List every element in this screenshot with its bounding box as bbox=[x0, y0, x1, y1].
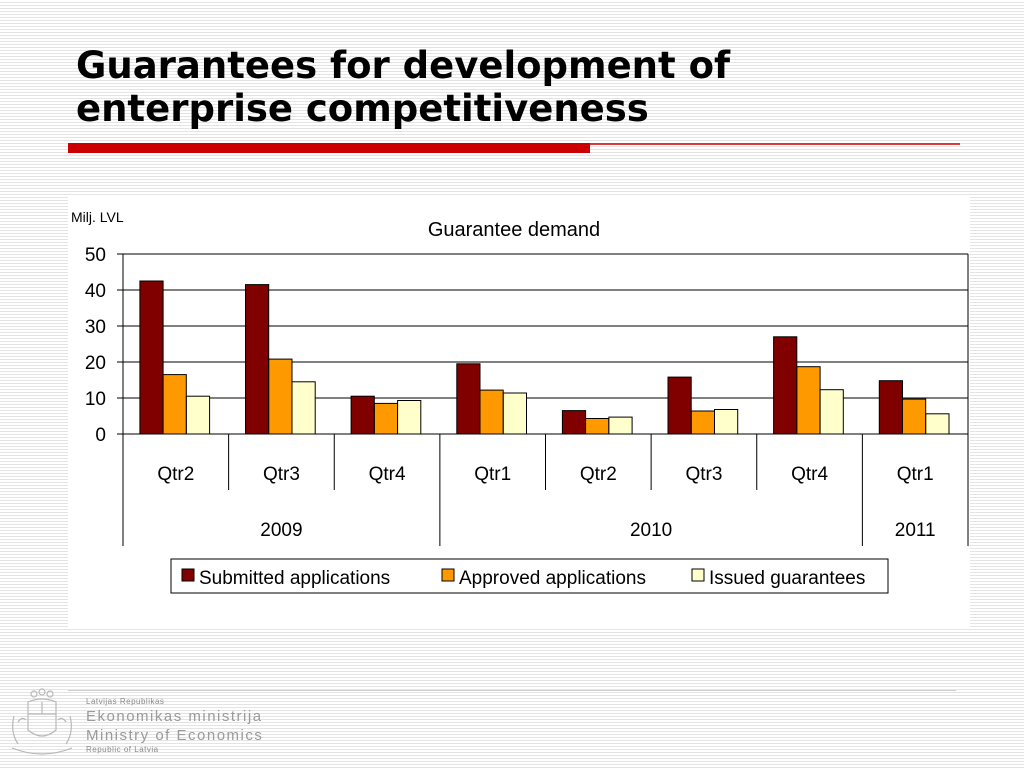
bar-submitted-applications bbox=[245, 284, 270, 435]
guarantee-demand-chart: Milj. LVL Guarantee demand 0 10 20 30 40 50 Qtr2… bbox=[71, 209, 969, 594]
bar-approved-applications bbox=[162, 374, 187, 435]
bar-issued-guarantees bbox=[819, 389, 844, 435]
legend-swatch bbox=[691, 568, 705, 582]
y-tick-label: 40 bbox=[85, 281, 106, 302]
bar-approved-applications bbox=[585, 418, 610, 435]
title-accent-bar bbox=[68, 143, 590, 153]
bar-submitted-applications bbox=[139, 280, 164, 435]
bar-approved-applications bbox=[373, 402, 399, 435]
bar-issued-guarantees bbox=[925, 413, 950, 435]
slide-title-line-1: Guarantees for development of bbox=[76, 44, 731, 87]
bar-issued-guarantees bbox=[714, 409, 739, 435]
bar-submitted-applications bbox=[561, 410, 587, 435]
bar-submitted-applications bbox=[350, 395, 375, 435]
slide-title: Guarantees for development of enterprise… bbox=[76, 44, 976, 130]
x-tick-label: Qtr3 bbox=[263, 464, 300, 485]
bar-approved-applications bbox=[268, 358, 293, 435]
title-underline bbox=[590, 143, 960, 145]
legend-swatch bbox=[181, 568, 195, 582]
footer-small-top: Latvijas Republikas bbox=[86, 697, 165, 706]
bar-issued-guarantees bbox=[502, 392, 527, 435]
y-tick-label: 20 bbox=[85, 353, 106, 374]
slide-title-line-2: enterprise competitiveness bbox=[76, 87, 649, 130]
x-tick-label: Qtr4 bbox=[369, 464, 406, 485]
bar-submitted-applications bbox=[773, 336, 798, 435]
bar-approved-applications bbox=[796, 366, 821, 435]
y-tick-label: 0 bbox=[95, 425, 106, 446]
footer-divider bbox=[68, 690, 956, 691]
bar-approved-applications bbox=[479, 389, 504, 435]
bar-issued-guarantees bbox=[608, 416, 633, 435]
bar-approved-applications bbox=[902, 398, 927, 435]
bar-approved-applications bbox=[690, 410, 715, 435]
legend-swatch bbox=[441, 568, 455, 582]
x-tick-label: Qtr2 bbox=[157, 464, 194, 485]
chart-legend bbox=[170, 558, 889, 594]
y-unit-label: Milj. LVL bbox=[71, 209, 124, 225]
x-tick-label: Qtr1 bbox=[474, 464, 511, 485]
y-tick-label: 30 bbox=[85, 317, 106, 338]
bar-submitted-applications bbox=[456, 363, 481, 435]
chart-panel: Milj. LVL Guarantee demand 0 10 20 30 40 50 Qtr2… bbox=[68, 196, 970, 628]
legend-label: Approved applications bbox=[459, 568, 646, 589]
footer-small-bottom: Republic of Latvia bbox=[86, 745, 159, 754]
legend-label: Submitted applications bbox=[199, 568, 390, 589]
footer-ministry-en: Ministry of Economics bbox=[86, 727, 264, 744]
x-tick-label: Qtr2 bbox=[580, 464, 617, 485]
footer-ministry-lv: Ekonomikas ministrija bbox=[86, 708, 263, 725]
year-group-label: 2010 bbox=[630, 520, 672, 541]
x-tick-label: Qtr3 bbox=[685, 464, 722, 485]
x-tick-label: Qtr4 bbox=[791, 464, 828, 485]
x-tick-label: Qtr1 bbox=[897, 464, 934, 485]
y-tick-label: 10 bbox=[85, 389, 106, 410]
footer-ministry-text: Latvijas Republikas Ekonomikas ministrij… bbox=[86, 697, 263, 755]
bar-submitted-applications bbox=[667, 376, 692, 435]
year-group-label: 2009 bbox=[260, 520, 302, 541]
chart-title: Guarantee demand bbox=[428, 219, 600, 241]
year-group-label: 2011 bbox=[895, 520, 936, 541]
y-tick-label: 50 bbox=[85, 245, 106, 266]
bar-issued-guarantees bbox=[185, 395, 211, 435]
bar-issued-guarantees bbox=[397, 400, 422, 435]
latvia-coat-of-arms-icon bbox=[11, 688, 73, 755]
bar-issued-guarantees bbox=[291, 381, 316, 435]
bar-submitted-applications bbox=[878, 380, 903, 435]
legend-label: Issued guarantees bbox=[709, 568, 865, 589]
